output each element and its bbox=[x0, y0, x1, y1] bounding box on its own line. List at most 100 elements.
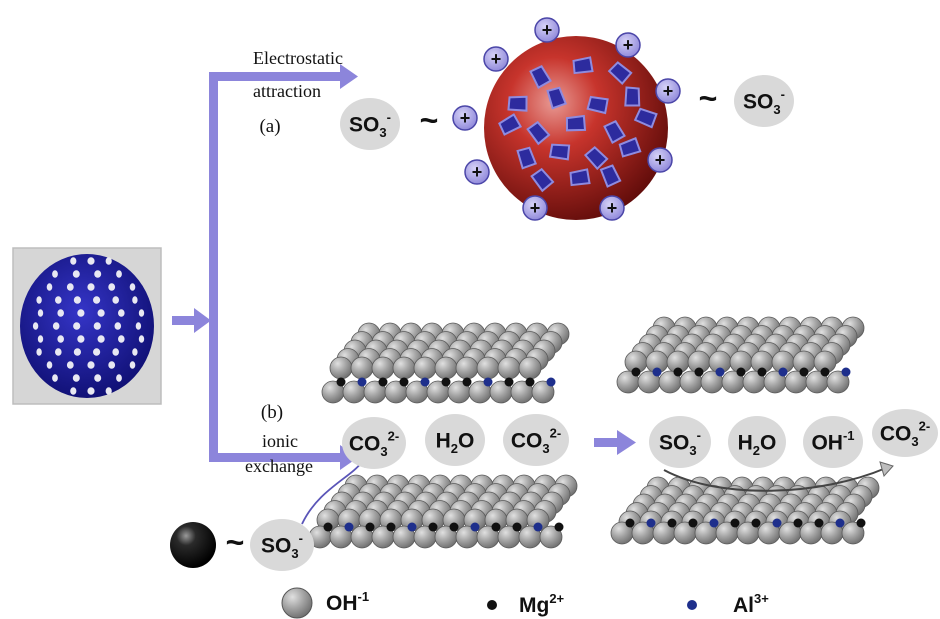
positive-charge bbox=[483, 46, 509, 72]
bead-pore bbox=[72, 374, 80, 382]
bead-pore bbox=[112, 348, 119, 356]
plus-sign: + bbox=[491, 49, 502, 69]
mg-ion bbox=[336, 377, 346, 387]
bead-pore bbox=[32, 322, 39, 330]
mg-ion bbox=[667, 518, 677, 528]
ion-bubble-bg bbox=[734, 75, 794, 127]
ion-formula: H2O bbox=[436, 429, 475, 456]
bead-pore bbox=[135, 322, 142, 330]
ldh-crystal bbox=[633, 107, 658, 129]
ion-bubbles: SO3- SO3- CO32- H2O CO32- SO3- H2O OH-1 CO32- SO3… bbox=[250, 75, 938, 571]
ion-bubble-bg bbox=[728, 416, 786, 468]
hydroxide-ball bbox=[539, 525, 563, 549]
bead-pore bbox=[132, 296, 138, 304]
bead-pore bbox=[93, 348, 101, 356]
hydroxide-ball bbox=[329, 356, 353, 380]
legend-oh-ball bbox=[281, 587, 313, 619]
al-ion bbox=[709, 518, 719, 528]
mg-ion bbox=[378, 377, 388, 387]
mg-ion bbox=[449, 522, 459, 532]
mg-ion bbox=[688, 518, 698, 528]
hydroxide-ball bbox=[841, 521, 865, 545]
exchange-arrow bbox=[594, 430, 636, 455]
charged-sphere: + + + + + + + + + bbox=[452, 17, 681, 221]
bead-pore bbox=[93, 322, 101, 330]
bead-pore bbox=[138, 309, 145, 317]
bead-pore bbox=[114, 322, 122, 330]
bead-pore bbox=[55, 348, 62, 356]
mg-ion bbox=[673, 367, 683, 377]
mg-ion bbox=[323, 522, 333, 532]
ion-bubble-bg bbox=[340, 98, 400, 150]
hydroxide-ball bbox=[455, 356, 479, 380]
al-ion bbox=[652, 367, 662, 377]
hydroxide-ball bbox=[434, 356, 458, 380]
ldh-sheet bbox=[308, 474, 578, 549]
mg-ion bbox=[694, 367, 704, 377]
ldh-crystal bbox=[529, 65, 552, 90]
arc-tip bbox=[879, 461, 894, 478]
mg-ion bbox=[441, 377, 451, 387]
so3-ion-exchanged: SO3- bbox=[649, 416, 711, 468]
bead-pore bbox=[66, 361, 74, 369]
positive-charge bbox=[464, 159, 490, 185]
bead-pore bbox=[93, 296, 101, 304]
ldh-crystal bbox=[599, 164, 622, 188]
ldh-layers bbox=[308, 316, 880, 549]
mg-ion bbox=[751, 518, 761, 528]
mg-ion bbox=[504, 377, 514, 387]
so3-ion-left: SO3- bbox=[340, 98, 400, 150]
mg-ion bbox=[525, 377, 535, 387]
mg-ion bbox=[386, 522, 396, 532]
plus-sign: + bbox=[663, 81, 674, 101]
plus-sign: + bbox=[542, 20, 553, 40]
ion-bubble-bg bbox=[342, 417, 406, 469]
ldh-crystal bbox=[526, 120, 551, 146]
hydroxide-ball bbox=[371, 356, 395, 380]
ion-formula: SO3- bbox=[743, 86, 785, 117]
bead-pore bbox=[46, 283, 53, 291]
bead-pore bbox=[73, 296, 81, 304]
mg-ion bbox=[814, 518, 824, 528]
ion-bubble-bg bbox=[649, 416, 711, 468]
bead-pore bbox=[87, 283, 95, 291]
mg-ion bbox=[856, 518, 866, 528]
bead-pore bbox=[94, 270, 102, 278]
bead-pore bbox=[77, 335, 85, 343]
ion-formula: CO32- bbox=[349, 428, 399, 459]
plus-sign: + bbox=[530, 198, 541, 218]
bead-pore bbox=[70, 387, 77, 395]
positive-charge bbox=[599, 195, 625, 221]
positive-charge bbox=[647, 147, 673, 173]
ldh-crystal bbox=[624, 86, 641, 107]
tilde-bottom: ~ bbox=[226, 524, 245, 560]
legend-mg-dot bbox=[487, 600, 497, 610]
al-ion bbox=[470, 522, 480, 532]
ldh-crystal bbox=[603, 120, 626, 145]
bead-pore bbox=[73, 348, 81, 356]
mg-ion bbox=[462, 377, 472, 387]
ldh-crystal bbox=[530, 167, 555, 193]
bead-pore bbox=[116, 270, 122, 278]
co3-ion-1: CO32- bbox=[342, 417, 406, 469]
bead-pore bbox=[129, 283, 136, 291]
ldh-crystal bbox=[583, 145, 609, 171]
al-ion bbox=[646, 518, 656, 528]
al-ion bbox=[533, 522, 543, 532]
ion-bubble-bg bbox=[250, 519, 314, 571]
ldh-crystal bbox=[572, 56, 594, 75]
so3-ion-bottom: SO3- bbox=[250, 519, 314, 571]
bead-pore bbox=[37, 309, 44, 317]
bead-pore bbox=[97, 309, 105, 317]
bead-pore bbox=[97, 335, 105, 343]
co3-ion-3: CO32- bbox=[872, 409, 938, 457]
al-ion bbox=[715, 367, 725, 377]
ion-formula: SO3- bbox=[349, 109, 391, 140]
so3-ion-right: SO3- bbox=[734, 75, 794, 127]
al-ion bbox=[841, 367, 851, 377]
legend: OH-1 Mg2+ Al3+ bbox=[281, 587, 769, 619]
black-bead bbox=[170, 522, 216, 568]
path-b-label: (b) bbox=[261, 402, 283, 423]
al-ion bbox=[546, 377, 556, 387]
